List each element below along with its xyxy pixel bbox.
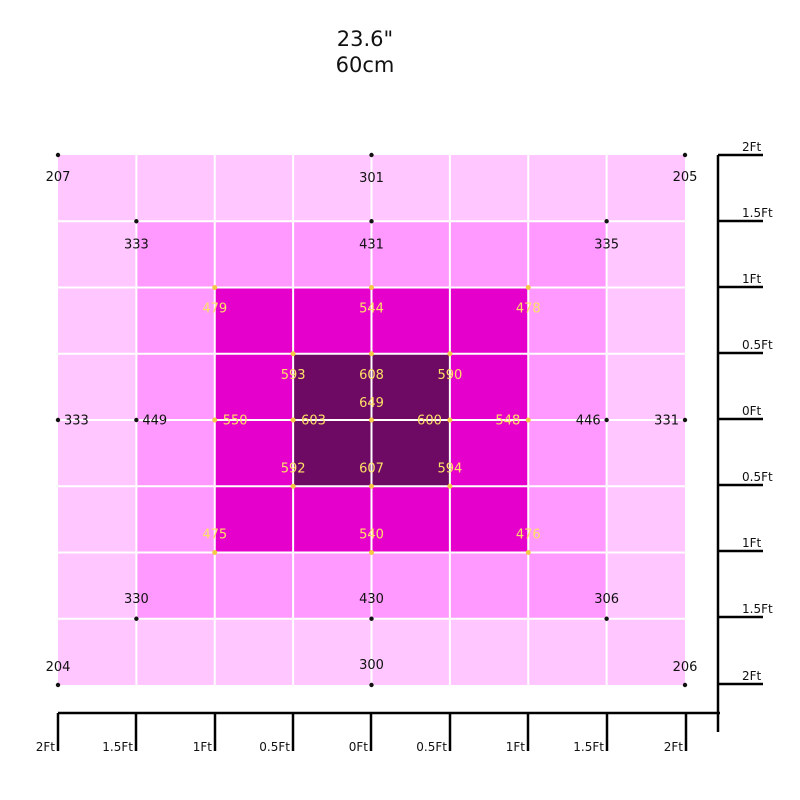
measurement-dot (604, 417, 609, 423)
measurement-value: 608 (359, 368, 384, 383)
measurement-dot (212, 417, 218, 423)
measurement-value: 548 (495, 414, 520, 429)
measurement-dot (525, 285, 531, 290)
y-axis-tick-label: 2Ft (742, 669, 762, 683)
measurement-value: 204 (46, 660, 71, 675)
measurement-dot (55, 417, 61, 423)
x-axis-tick-label: 0Ft (349, 740, 369, 754)
measurement-value: 478 (516, 302, 541, 317)
x-axis-tick-label: 1.5Ft (573, 740, 604, 754)
y-axis-tick-label: 2Ft (742, 140, 762, 154)
measurement-dot (369, 550, 374, 555)
y-axis-tick-label: 1.5Ft (742, 602, 773, 616)
measurement-value: 333 (124, 237, 149, 252)
measurement-value: 205 (673, 170, 698, 185)
title-size-inches: 23.6" (336, 27, 394, 51)
y-axis-tick-label: 0Ft (742, 404, 762, 418)
measurement-value: 544 (359, 302, 384, 317)
measurement-value: 592 (281, 461, 306, 476)
x-axis-tick-label: 1Ft (193, 740, 213, 754)
y-axis: 2Ft 1.5Ft 1Ft 0.5Ft 0Ft 0.5Ft 1Ft 1.5Ft 2Ft (716, 140, 773, 732)
measurement-value: 590 (437, 368, 462, 383)
y-axis-tick-label: 1Ft (742, 272, 762, 286)
measurement-dot (369, 351, 374, 357)
measurement-value: 206 (673, 660, 698, 675)
measurement-value: 594 (437, 461, 462, 476)
measurement-value: 431 (359, 237, 384, 252)
x-axis-tick-label: 0.5Ft (416, 740, 447, 754)
measurement-dot (290, 351, 296, 357)
measurement-value: 600 (417, 414, 442, 429)
measurement-dot (134, 219, 139, 224)
x-axis-tick-label: 1Ft (506, 740, 526, 754)
measurement-dot (369, 219, 374, 224)
measurement-value: 603 (301, 414, 326, 429)
measurement-dot (369, 285, 374, 290)
y-axis-tick-label: 0.5Ft (742, 470, 773, 484)
measurement-value: 331 (654, 414, 679, 429)
measurement-dot (682, 152, 688, 158)
measurement-dot (682, 682, 688, 688)
measurement-value: 301 (359, 171, 384, 186)
measurement-dot (212, 285, 218, 290)
measurement-value: 446 (576, 414, 601, 429)
measurement-dot (55, 682, 61, 688)
measurement-dot (55, 152, 61, 158)
chart-title: 23.6" 60cm (300, 26, 430, 78)
title-size-cm: 60cm (335, 53, 395, 77)
measurement-value: 207 (46, 170, 71, 185)
measurement-value: 330 (124, 592, 149, 607)
y-axis-tick-label: 1.5Ft (742, 206, 773, 220)
measurement-value: 607 (359, 461, 384, 476)
measurement-value: 550 (223, 414, 248, 429)
measurement-dot (369, 417, 374, 423)
measurement-dot (369, 483, 374, 489)
measurement-dot (369, 682, 374, 688)
measurement-dot (447, 351, 453, 357)
measurement-dot (369, 152, 374, 158)
measurement-value: 449 (142, 414, 167, 429)
measurement-dot (447, 483, 453, 489)
measurement-value: 306 (594, 592, 619, 607)
measurement-dot (525, 550, 531, 555)
measurement-value: 593 (281, 368, 306, 383)
measurement-value: 475 (202, 528, 227, 543)
measurement-dot (604, 616, 609, 621)
measurement-value: 430 (359, 592, 384, 607)
measurement-points: 207 301 205 333 431 335 479 544 478 593 608 590 649 3… (46, 152, 698, 688)
y-axis-tick-label: 0.5Ft (742, 338, 773, 352)
measurement-value: 333 (64, 414, 89, 429)
measurement-value: 335 (594, 237, 619, 252)
measurement-dot (525, 417, 531, 423)
x-axis: 2Ft 1.5Ft 1Ft 0.5Ft 0Ft 0.5Ft 1Ft 1.5Ft 2Ft (36, 711, 720, 754)
measurement-dot (134, 616, 139, 621)
measurement-dot (290, 417, 296, 423)
measurement-dot (290, 483, 296, 489)
measurement-dot (134, 417, 139, 423)
measurement-dot (369, 616, 374, 621)
x-axis-tick-label: 2Ft (36, 740, 56, 754)
measurement-value: 649 (359, 396, 384, 411)
x-axis-tick-label: 0.5Ft (259, 740, 290, 754)
x-axis-tick-label: 2Ft (664, 740, 684, 754)
y-axis-tick-label: 1Ft (742, 536, 762, 550)
measurement-value: 479 (202, 302, 227, 317)
measurement-value: 476 (516, 528, 541, 543)
measurement-value: 300 (359, 658, 384, 673)
measurement-value: 540 (359, 528, 384, 543)
x-axis-tick-label: 1.5Ft (102, 740, 133, 754)
measurement-dot (604, 219, 609, 224)
measurement-dot (682, 417, 688, 423)
measurement-dot (212, 550, 218, 555)
measurement-dot (447, 417, 453, 423)
